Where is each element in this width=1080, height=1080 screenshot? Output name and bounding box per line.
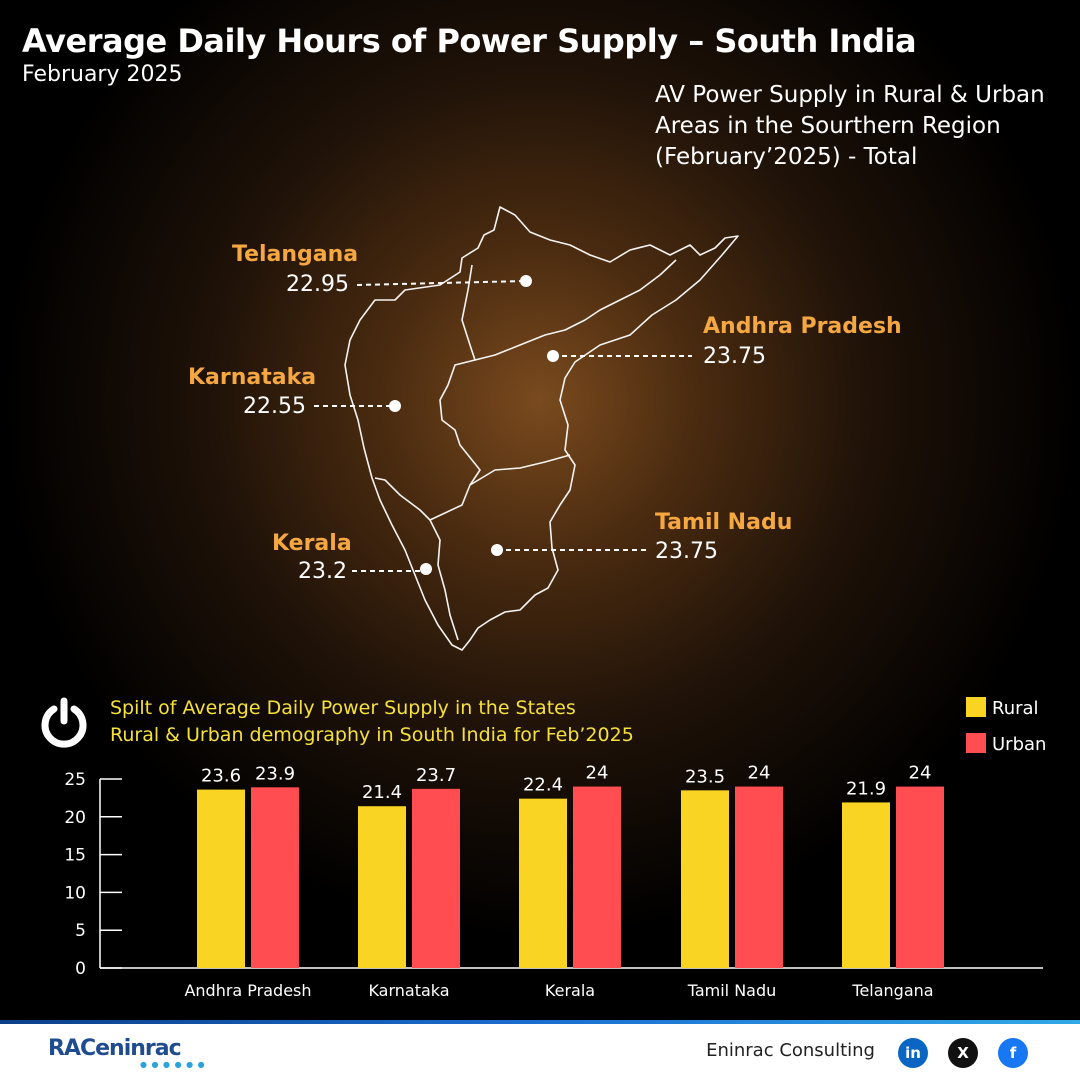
bar-urban bbox=[735, 786, 783, 968]
bar-rural bbox=[681, 790, 729, 968]
kerala-value: 23.2 bbox=[298, 559, 347, 584]
map-title: AV Power Supply in Rural & Urban Areas i… bbox=[655, 80, 1055, 173]
company-name: Eninrac Consulting bbox=[706, 1040, 875, 1061]
telangana-marker bbox=[520, 275, 532, 287]
page-subtitle: February 2025 bbox=[22, 62, 183, 87]
x-tick-label: Telangana bbox=[851, 981, 933, 1000]
chart-title-line-1: Spilt of Average Daily Power Supply in t… bbox=[110, 697, 576, 719]
ap-tn-boundary bbox=[469, 454, 571, 486]
x-icon[interactable]: X bbox=[948, 1038, 978, 1068]
bar-urban bbox=[251, 787, 299, 968]
data-label: 24 bbox=[586, 763, 609, 784]
y-tick-label: 10 bbox=[64, 883, 86, 903]
legend-rural: Rural bbox=[966, 697, 1039, 719]
legend-rural-swatch bbox=[966, 697, 986, 717]
andhra-pradesh-value: 23.75 bbox=[703, 344, 766, 369]
kerala-boundary bbox=[429, 519, 459, 641]
y-tick-label: 15 bbox=[64, 846, 86, 866]
y-tick-label: 0 bbox=[75, 959, 86, 979]
x-tick-label: Andhra Pradesh bbox=[184, 981, 311, 1000]
data-label: 23.9 bbox=[255, 763, 295, 784]
telangana-boundary bbox=[461, 259, 677, 361]
logo-dots: ● ● ● ● ● ● bbox=[140, 1060, 206, 1069]
map-title-line-1: AV Power Supply in Rural & Urban bbox=[655, 82, 1045, 108]
karnataka-marker bbox=[389, 400, 401, 412]
legend-urban: Urban bbox=[966, 733, 1046, 755]
telangana-value: 22.95 bbox=[286, 272, 349, 297]
data-label: 24 bbox=[748, 763, 771, 784]
data-label: 24 bbox=[909, 763, 932, 784]
telangana-connector bbox=[356, 280, 527, 286]
karnataka-label: Karnataka bbox=[188, 365, 317, 390]
data-label: 23.6 bbox=[201, 766, 241, 787]
data-label: 21.9 bbox=[846, 778, 886, 799]
bar-rural bbox=[358, 806, 406, 968]
footer-accent-bar bbox=[0, 1020, 1080, 1024]
data-label: 23.7 bbox=[416, 765, 456, 786]
x-tick-label: Tamil Nadu bbox=[687, 981, 777, 1000]
data-label: 22.4 bbox=[523, 775, 563, 796]
data-label: 23.5 bbox=[685, 766, 725, 787]
facebook-icon[interactable]: f bbox=[998, 1038, 1028, 1068]
tamil-nadu-value: 23.75 bbox=[655, 539, 718, 564]
bar-urban bbox=[573, 786, 621, 968]
map-title-line-3: (February’2025) - Total bbox=[655, 144, 918, 170]
map-title-line-2: Areas in the Sourthern Region bbox=[655, 113, 1001, 139]
kerala-marker bbox=[420, 563, 432, 575]
legend-urban-swatch bbox=[966, 733, 986, 753]
page-title: Average Daily Hours of Power Supply – So… bbox=[22, 22, 917, 60]
data-label: 21.4 bbox=[362, 782, 402, 803]
karnataka-ap-boundary bbox=[374, 359, 481, 521]
x-tick-label: Kerala bbox=[545, 981, 595, 1000]
chart-title-line-2: Rural & Urban demography in South India … bbox=[110, 724, 634, 746]
kerala-label: Kerala bbox=[272, 531, 352, 556]
power-icon bbox=[41, 697, 87, 748]
y-tick-label: 20 bbox=[64, 808, 86, 828]
y-tick-label: 25 bbox=[64, 770, 86, 790]
andhra-pradesh-marker bbox=[547, 350, 559, 362]
telangana-label: Telangana bbox=[232, 242, 359, 267]
map-outline bbox=[344, 206, 739, 651]
andhra-pradesh-label: Andhra Pradesh bbox=[703, 314, 902, 339]
bar-urban bbox=[412, 788, 460, 968]
legend-urban-label: Urban bbox=[992, 734, 1047, 755]
chart-title: Spilt of Average Daily Power Supply in t… bbox=[110, 695, 634, 749]
tamil-nadu-label: Tamil Nadu bbox=[655, 510, 793, 535]
bar-rural bbox=[519, 798, 567, 968]
legend-rural-label: Rural bbox=[992, 698, 1039, 719]
y-tick-label: 5 bbox=[75, 921, 86, 941]
bar-rural bbox=[197, 789, 245, 968]
bar-urban bbox=[896, 786, 944, 968]
linkedin-icon[interactable]: in bbox=[898, 1038, 928, 1068]
tamil-nadu-marker bbox=[491, 544, 503, 556]
x-tick-label: Karnataka bbox=[368, 981, 449, 1000]
karnataka-value: 22.55 bbox=[243, 394, 306, 419]
bar-rural bbox=[842, 802, 890, 968]
eninrac-logo: RACeninrac bbox=[48, 1036, 182, 1061]
